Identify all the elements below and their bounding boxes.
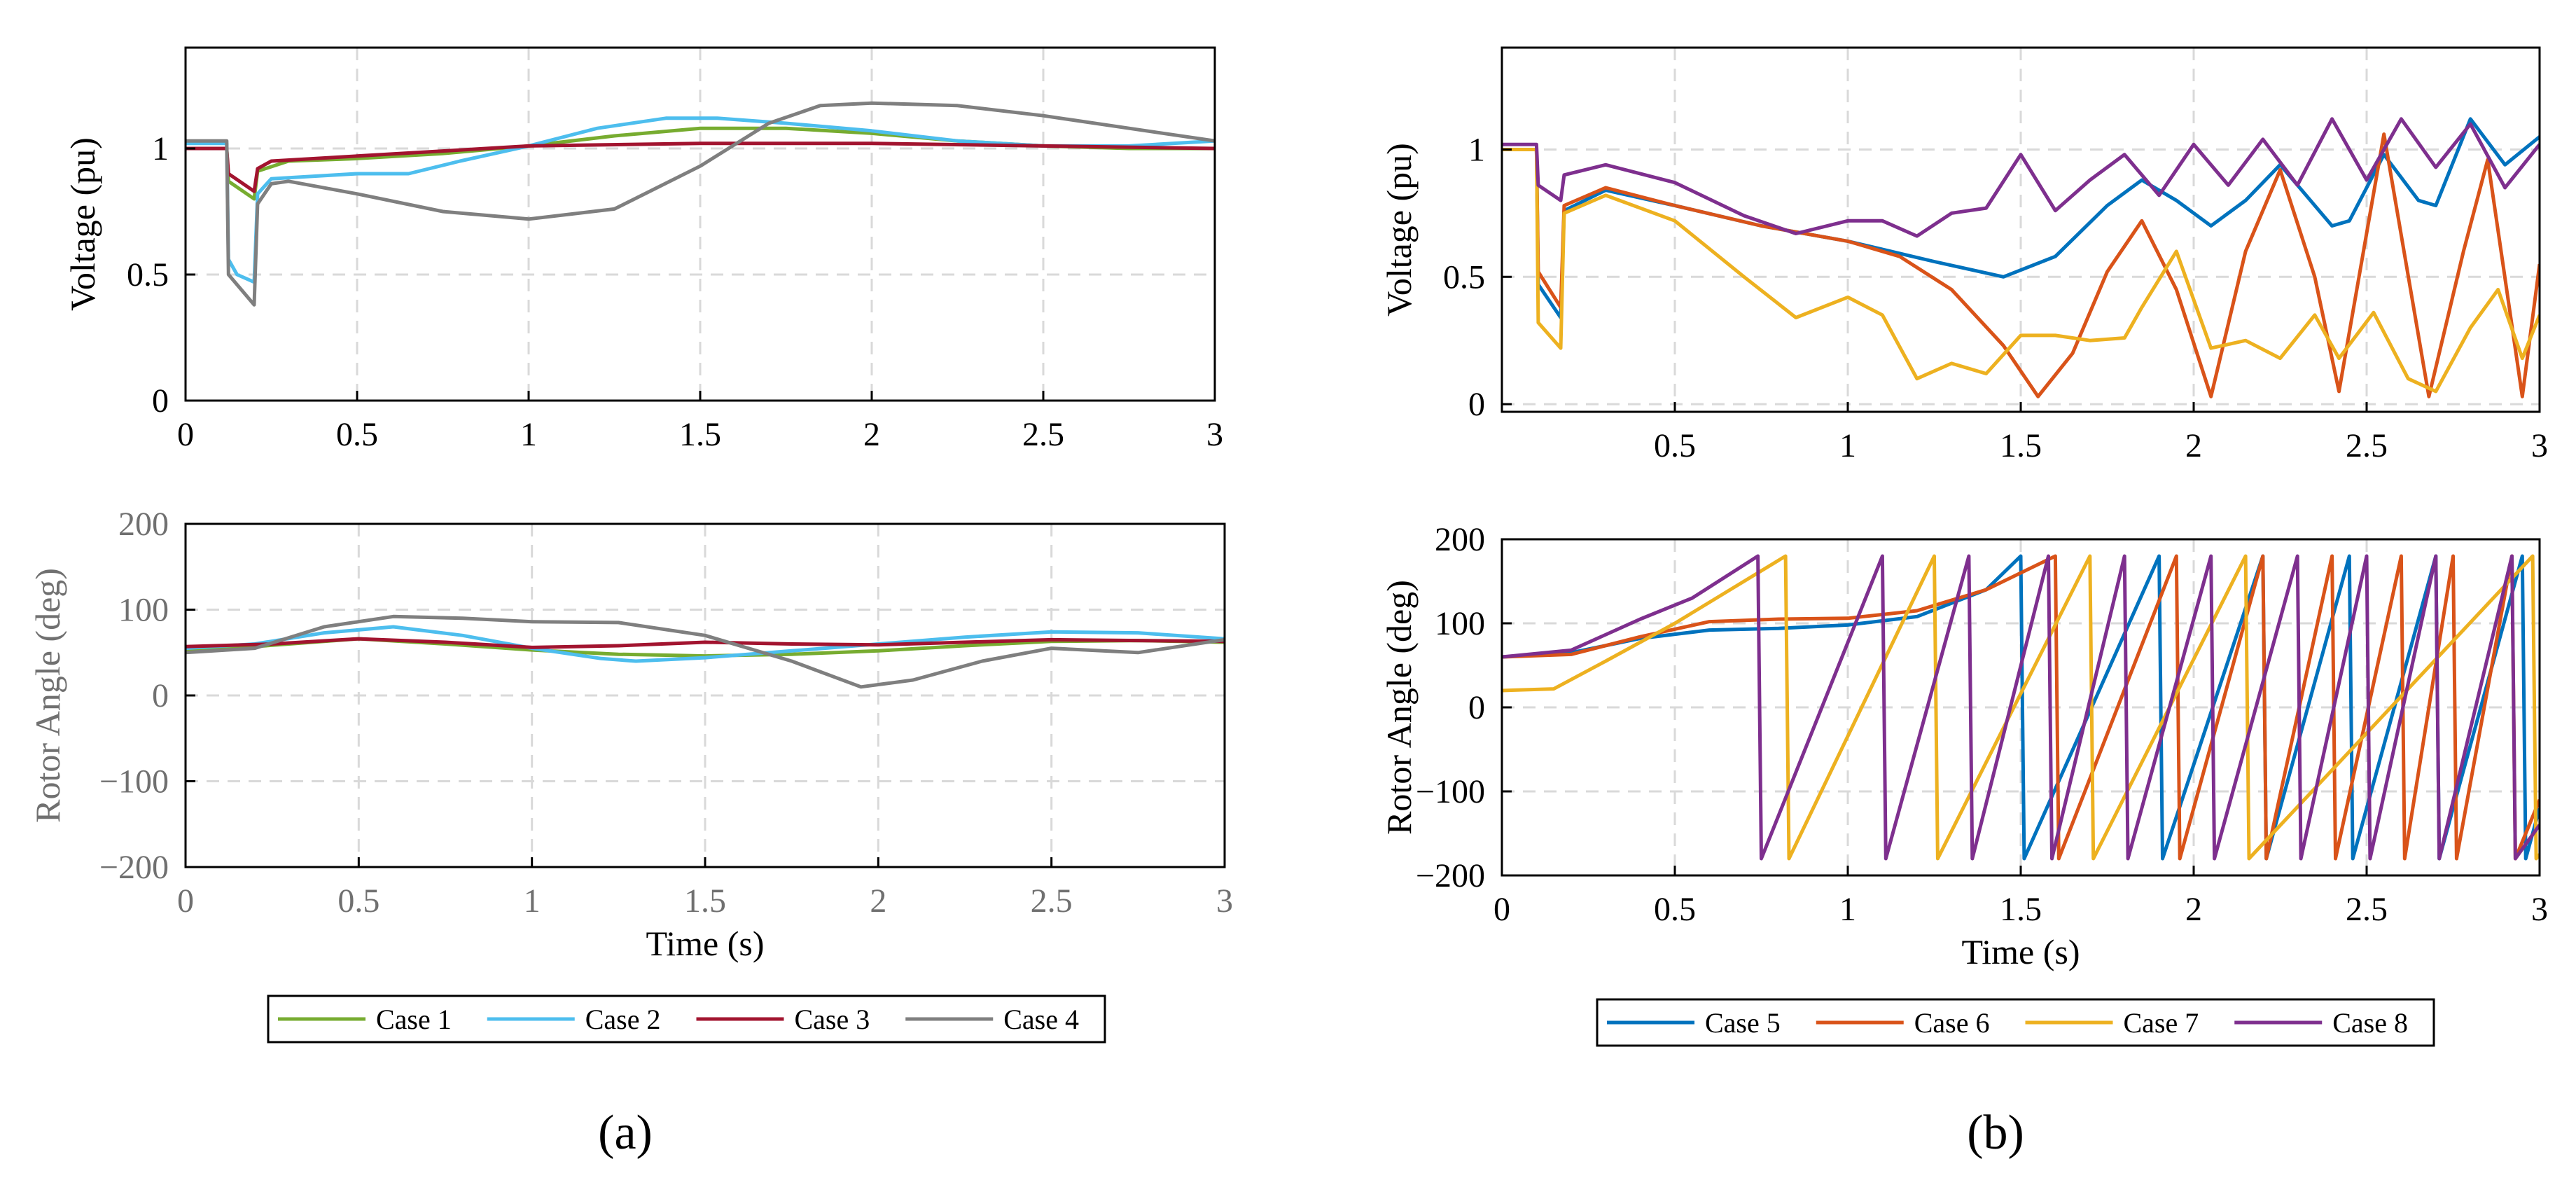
x-tick-label: 1	[1839, 891, 1856, 928]
y-tick-label: 1	[1468, 131, 1485, 168]
y-tick-label: 0	[152, 382, 169, 420]
y-tick-label: 0	[1468, 689, 1485, 726]
y-axis-label: Rotor Angle (deg)	[1379, 580, 1419, 835]
series-line-case-6	[1502, 554, 2540, 861]
y-tick-label: 0.5	[127, 256, 169, 293]
series-line-case-8	[1502, 554, 2540, 861]
legend-entry-label: Case 5	[1705, 1007, 1781, 1039]
caption-a: (a)	[598, 1106, 653, 1160]
y-axis-label: Voltage (pu)	[1379, 143, 1419, 317]
x-tick-label: 2	[2185, 427, 2202, 464]
series-line-case-8	[1502, 117, 2540, 238]
series-line-case-4	[186, 614, 1225, 689]
series-group	[186, 101, 1215, 307]
x-tick-label: 2.5	[1022, 416, 1064, 453]
series-line-case-5	[1502, 117, 2540, 319]
series-line-case-7	[1502, 554, 2540, 861]
legend-b: Case 5 Case 6 Case 7 Case 8	[1596, 998, 2435, 1047]
y-tick-label: 0	[152, 677, 169, 714]
series-group	[186, 614, 1225, 689]
legend-entry-label: Case 6	[1914, 1007, 1990, 1039]
y-tick-label: 100	[1435, 605, 1485, 642]
x-tick-label: 2	[863, 416, 880, 453]
y-tick-label: −100	[99, 763, 169, 801]
legend-entry-label: Case 1	[376, 1004, 452, 1035]
x-tick-label: 1.5	[2000, 891, 2042, 928]
x-tick-label: 2	[870, 882, 886, 920]
rotor-angle-plot-b: 0 0.5 1 1.5 2 2.5 3 −200 −100 0 100 200 Rotor Angle …	[1379, 521, 2548, 971]
x-tick-label: 1	[520, 416, 537, 453]
series-line-case-2	[186, 625, 1225, 663]
legend-entry-label: Case 3	[795, 1004, 870, 1035]
y-tick-label: 200	[1435, 521, 1485, 558]
x-tick-label: 0	[1494, 891, 1510, 928]
series-line-case-6	[1502, 132, 2540, 399]
x-tick-label: 0.5	[1654, 891, 1696, 928]
legend-a: Case 1 Case 2 Case 3 Case 4	[267, 995, 1106, 1044]
voltage-plot-a: 0 0.5 1 1.5 2 2.5 3 0 0.5 1 Voltage (pu)	[63, 46, 1223, 453]
x-tick-label: 1	[1839, 427, 1856, 464]
x-tick-label: 2.5	[2346, 427, 2388, 464]
series-group	[1502, 554, 2540, 861]
x-tick-label: 3	[1206, 416, 1223, 453]
x-tick-label: 1	[524, 882, 541, 920]
y-axis-label: Rotor Angle (deg)	[28, 568, 67, 823]
y-tick-label: 100	[118, 592, 169, 629]
y-tick-label: 0	[1468, 386, 1485, 423]
x-axis-label: Time (s)	[646, 924, 764, 963]
y-tick-label: −200	[99, 849, 169, 886]
legend-entry-label: Case 4	[1003, 1004, 1079, 1035]
x-tick-label: 0	[177, 416, 194, 453]
y-tick-label: −100	[1416, 773, 1485, 810]
series-line-case-7	[1502, 148, 2540, 394]
y-tick-label: 0.5	[1443, 258, 1485, 296]
y-tick-label: 1	[152, 130, 169, 167]
x-tick-label: 3	[2531, 891, 2548, 928]
voltage-plot-b: 0.5 1 1.5 2 2.5 3 0 0.5 1 Voltage (pu)	[1379, 46, 2548, 464]
y-axis-label: Voltage (pu)	[63, 137, 102, 311]
x-tick-label: 2	[2185, 891, 2202, 928]
legend-entry-label: Case 8	[2332, 1007, 2408, 1039]
series-line-case-4	[186, 101, 1215, 307]
x-tick-label: 0	[177, 882, 194, 920]
x-tick-label: 0.5	[336, 416, 378, 453]
caption-b: (b)	[1967, 1106, 2024, 1160]
x-axis-label: Time (s)	[1961, 932, 2080, 971]
y-tick-label: −200	[1416, 857, 1485, 894]
x-tick-label: 3	[1216, 882, 1233, 920]
x-tick-label: 2.5	[2346, 891, 2388, 928]
series-line-case-3	[186, 637, 1225, 649]
series-group	[1502, 117, 2540, 399]
x-tick-label: 3	[2531, 427, 2548, 464]
x-tick-label: 1.5	[684, 882, 726, 920]
y-tick-label: 200	[118, 506, 169, 543]
x-tick-label: 2.5	[1031, 882, 1073, 920]
legend-entry-label: Case 2	[585, 1004, 661, 1035]
x-tick-label: 0.5	[1654, 427, 1696, 464]
rotor-angle-plot-a: 0 0.5 1 1.5 2 2.5 3 −200 −100 0 100 200 Rotor Angle …	[28, 506, 1233, 963]
x-tick-label: 1.5	[679, 416, 721, 453]
legend-entry-label: Case 7	[2124, 1007, 2199, 1039]
x-tick-label: 1.5	[2000, 427, 2042, 464]
series-line-case-2	[186, 116, 1215, 284]
x-tick-label: 0.5	[337, 882, 380, 920]
